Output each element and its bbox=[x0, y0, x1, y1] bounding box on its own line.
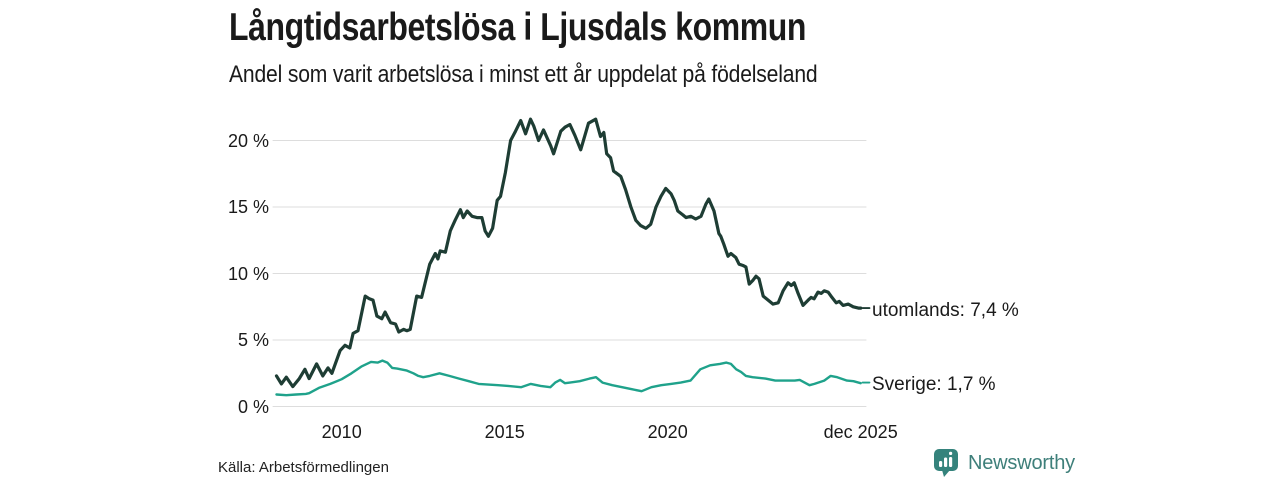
y-tick-label: 0 % bbox=[237, 396, 269, 417]
y-tick-label: 5 % bbox=[237, 330, 269, 350]
y-tick-label: 10 % bbox=[227, 263, 269, 284]
source-text: Källa: Arbetsförmedlingen bbox=[218, 459, 389, 476]
chart-subtitle: Andel som varit arbetslösa i minst ett å… bbox=[229, 61, 818, 88]
newsworthy-logo-text: Newsworthy bbox=[968, 452, 1075, 474]
y-tick-label: 15 % bbox=[227, 197, 269, 217]
newsworthy-logo: Newsworthy bbox=[933, 448, 1075, 478]
series-label-utomlands: utomlands: 7,4 % bbox=[872, 299, 1019, 321]
y-tick-label: 20 % bbox=[227, 130, 269, 151]
x-tick-label: 2020 bbox=[647, 422, 688, 442]
newsworthy-logo-icon bbox=[934, 449, 958, 477]
series-line-sverige bbox=[275, 359, 862, 397]
x-tick-label: 2015 bbox=[484, 422, 525, 442]
page-title: Långtidsarbetslösa i Ljusdals kommun bbox=[229, 6, 806, 49]
x-tick-label: dec 2025 bbox=[823, 422, 898, 442]
x-tick-label: 2010 bbox=[321, 422, 362, 442]
series-label-sverige: Sverige: 1,7 % bbox=[872, 374, 996, 396]
series-line-utomlands bbox=[274, 117, 863, 389]
